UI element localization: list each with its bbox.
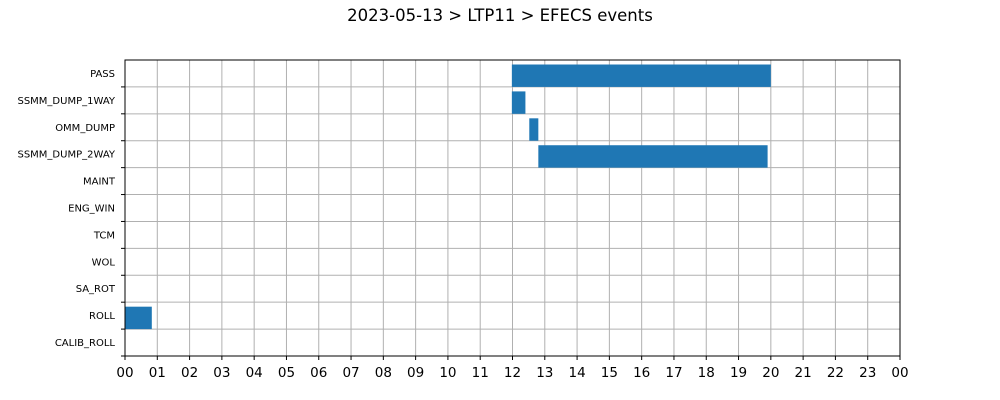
chart-title: 2023-05-13 > LTP11 > EFECS events (347, 6, 653, 25)
x-tick-label: 17 (665, 365, 682, 381)
x-tick-label: 08 (375, 365, 392, 381)
x-tick-label: 12 (504, 365, 521, 381)
x-tick-label: 23 (859, 365, 876, 381)
x-tick-label: 18 (698, 365, 715, 381)
x-tick-label: 09 (407, 365, 424, 381)
bar-pass (511, 64, 771, 87)
x-tick-label: 05 (278, 365, 295, 381)
bar-roll (125, 306, 152, 330)
x-tick-label: 15 (601, 365, 618, 381)
x-tick-label: 20 (762, 365, 779, 381)
x-tick-label: 13 (536, 365, 553, 381)
x-tick-label: 22 (827, 365, 844, 381)
y-axis: PASS SSMM_DUMP_1WAY OMM_DUMP SSMM_DUMP_2WAY… (17, 69, 125, 357)
y-tick-label: ROLL (89, 311, 115, 322)
x-axis: 00 01 02 03 04 05 06 07 08 09 10 11 12 13 14 15 16 17 18 19… (116, 356, 909, 381)
bars (125, 64, 771, 330)
x-tick-label: 14 (568, 365, 585, 381)
y-tick-label: SA_ROT (76, 284, 116, 295)
x-tick-label: 06 (310, 365, 327, 381)
x-tick-label: 10 (439, 365, 456, 381)
bar-ssmm-dump-1way (511, 91, 526, 114)
x-tick-label: 19 (730, 365, 747, 381)
x-tick-label: 03 (213, 365, 230, 381)
x-tick-label: 00 (891, 365, 908, 381)
x-tick-label: 02 (181, 365, 198, 381)
y-tick-label: OMM_DUMP (55, 123, 115, 134)
bar-omm-dump (529, 118, 539, 141)
y-tick-label: SSMM_DUMP_2WAY (17, 150, 115, 161)
bar-ssmm-dump-2way (538, 145, 768, 168)
x-tick-label: 11 (472, 365, 489, 381)
y-tick-label: SSMM_DUMP_1WAY (17, 96, 115, 107)
x-tick-label: 04 (246, 365, 263, 381)
y-tick-label: ENG_WIN (68, 204, 115, 215)
x-tick-label: 01 (149, 365, 166, 381)
y-tick-label: TCM (93, 230, 115, 241)
y-tick-label: WOL (92, 257, 116, 268)
x-tick-label: 07 (342, 365, 359, 381)
y-tick-label: PASS (90, 69, 115, 80)
x-tick-label: 16 (633, 365, 650, 381)
x-tick-label: 21 (795, 365, 812, 381)
y-tick-label: CALIB_ROLL (55, 338, 116, 349)
x-tick-label: 00 (116, 365, 133, 381)
y-tick-label: MAINT (83, 177, 116, 188)
